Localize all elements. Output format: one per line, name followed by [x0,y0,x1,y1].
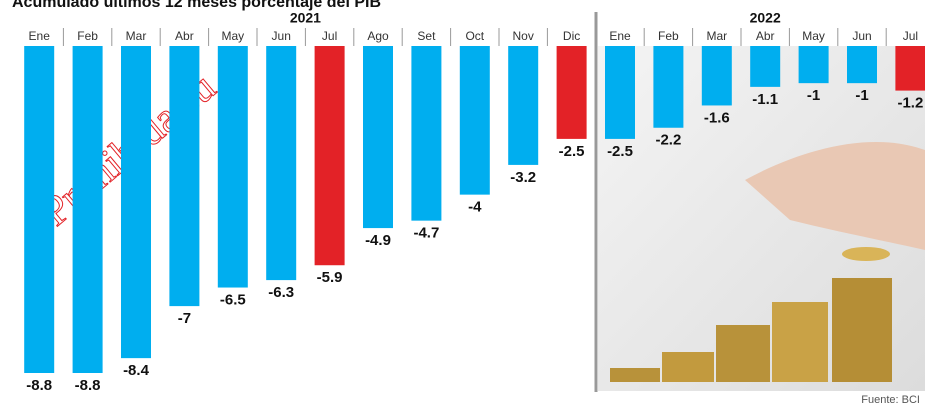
bar [653,46,683,128]
bar [799,46,829,83]
bar [315,46,345,265]
bar [605,46,635,139]
value-label: -6.3 [268,284,294,301]
x-tick-label: Ago [367,29,389,43]
value-label: -7 [178,310,191,327]
x-tick-label: Ene [29,29,51,43]
x-tick-label: Feb [658,29,679,43]
bar [121,46,151,358]
bar [411,46,441,221]
chart: Acumulado últimos 12 meses porcentaje de… [0,0,925,411]
x-tick-label: Abr [756,29,775,43]
bar [169,46,199,306]
value-label: -1 [807,87,820,104]
value-label: -3.2 [510,169,536,186]
bar [218,46,248,288]
value-label: -4.9 [365,232,391,249]
value-label: -8.8 [75,377,101,394]
value-label: -8.4 [123,362,150,379]
x-tick-label: Oct [465,29,484,43]
value-label: -1.1 [752,91,778,108]
value-label: -4 [468,199,482,216]
source: Fuente: BCI [861,394,920,406]
year-label: 2022 [750,10,781,26]
bar [557,46,587,139]
bar [847,46,877,83]
x-tick-label: Dic [563,29,580,43]
bar [702,46,732,105]
value-label: -5.9 [317,269,343,286]
value-label: -6.5 [220,292,246,309]
bar [266,46,296,280]
value-label: -2.5 [559,143,585,160]
chart-title: Acumulado últimos 12 meses porcentaje de… [12,0,381,11]
x-tick-label: Nov [513,29,534,43]
year-label: 2021 [290,10,321,26]
bar [460,46,490,195]
bar [895,46,925,91]
x-tick-label: Jun [852,29,871,43]
x-tick-label: Jun [272,29,291,43]
bar [24,46,54,373]
value-label: -1 [855,87,868,104]
x-tick-label: Ene [609,29,631,43]
value-label: -8.8 [26,377,52,394]
bar [73,46,103,373]
bar [508,46,538,165]
value-label: -4.7 [413,225,439,242]
value-label: -2.2 [655,132,681,149]
x-tick-label: May [802,29,825,43]
x-tick-label: Mar [706,29,727,43]
x-tick-label: Abr [175,29,194,43]
bar [363,46,393,228]
value-label: -1.2 [897,95,923,112]
x-tick-label: Set [417,29,436,43]
page: {"chart_data": {"type": "bar", "title": … [0,0,925,411]
bar [750,46,780,87]
value-label: -2.5 [607,143,633,160]
x-tick-label: Feb [77,29,98,43]
value-label: -1.6 [704,109,730,126]
x-tick-label: May [221,29,244,43]
x-tick-label: Mar [126,29,147,43]
x-tick-label: Jul [903,29,918,43]
x-tick-label: Jul [322,29,337,43]
